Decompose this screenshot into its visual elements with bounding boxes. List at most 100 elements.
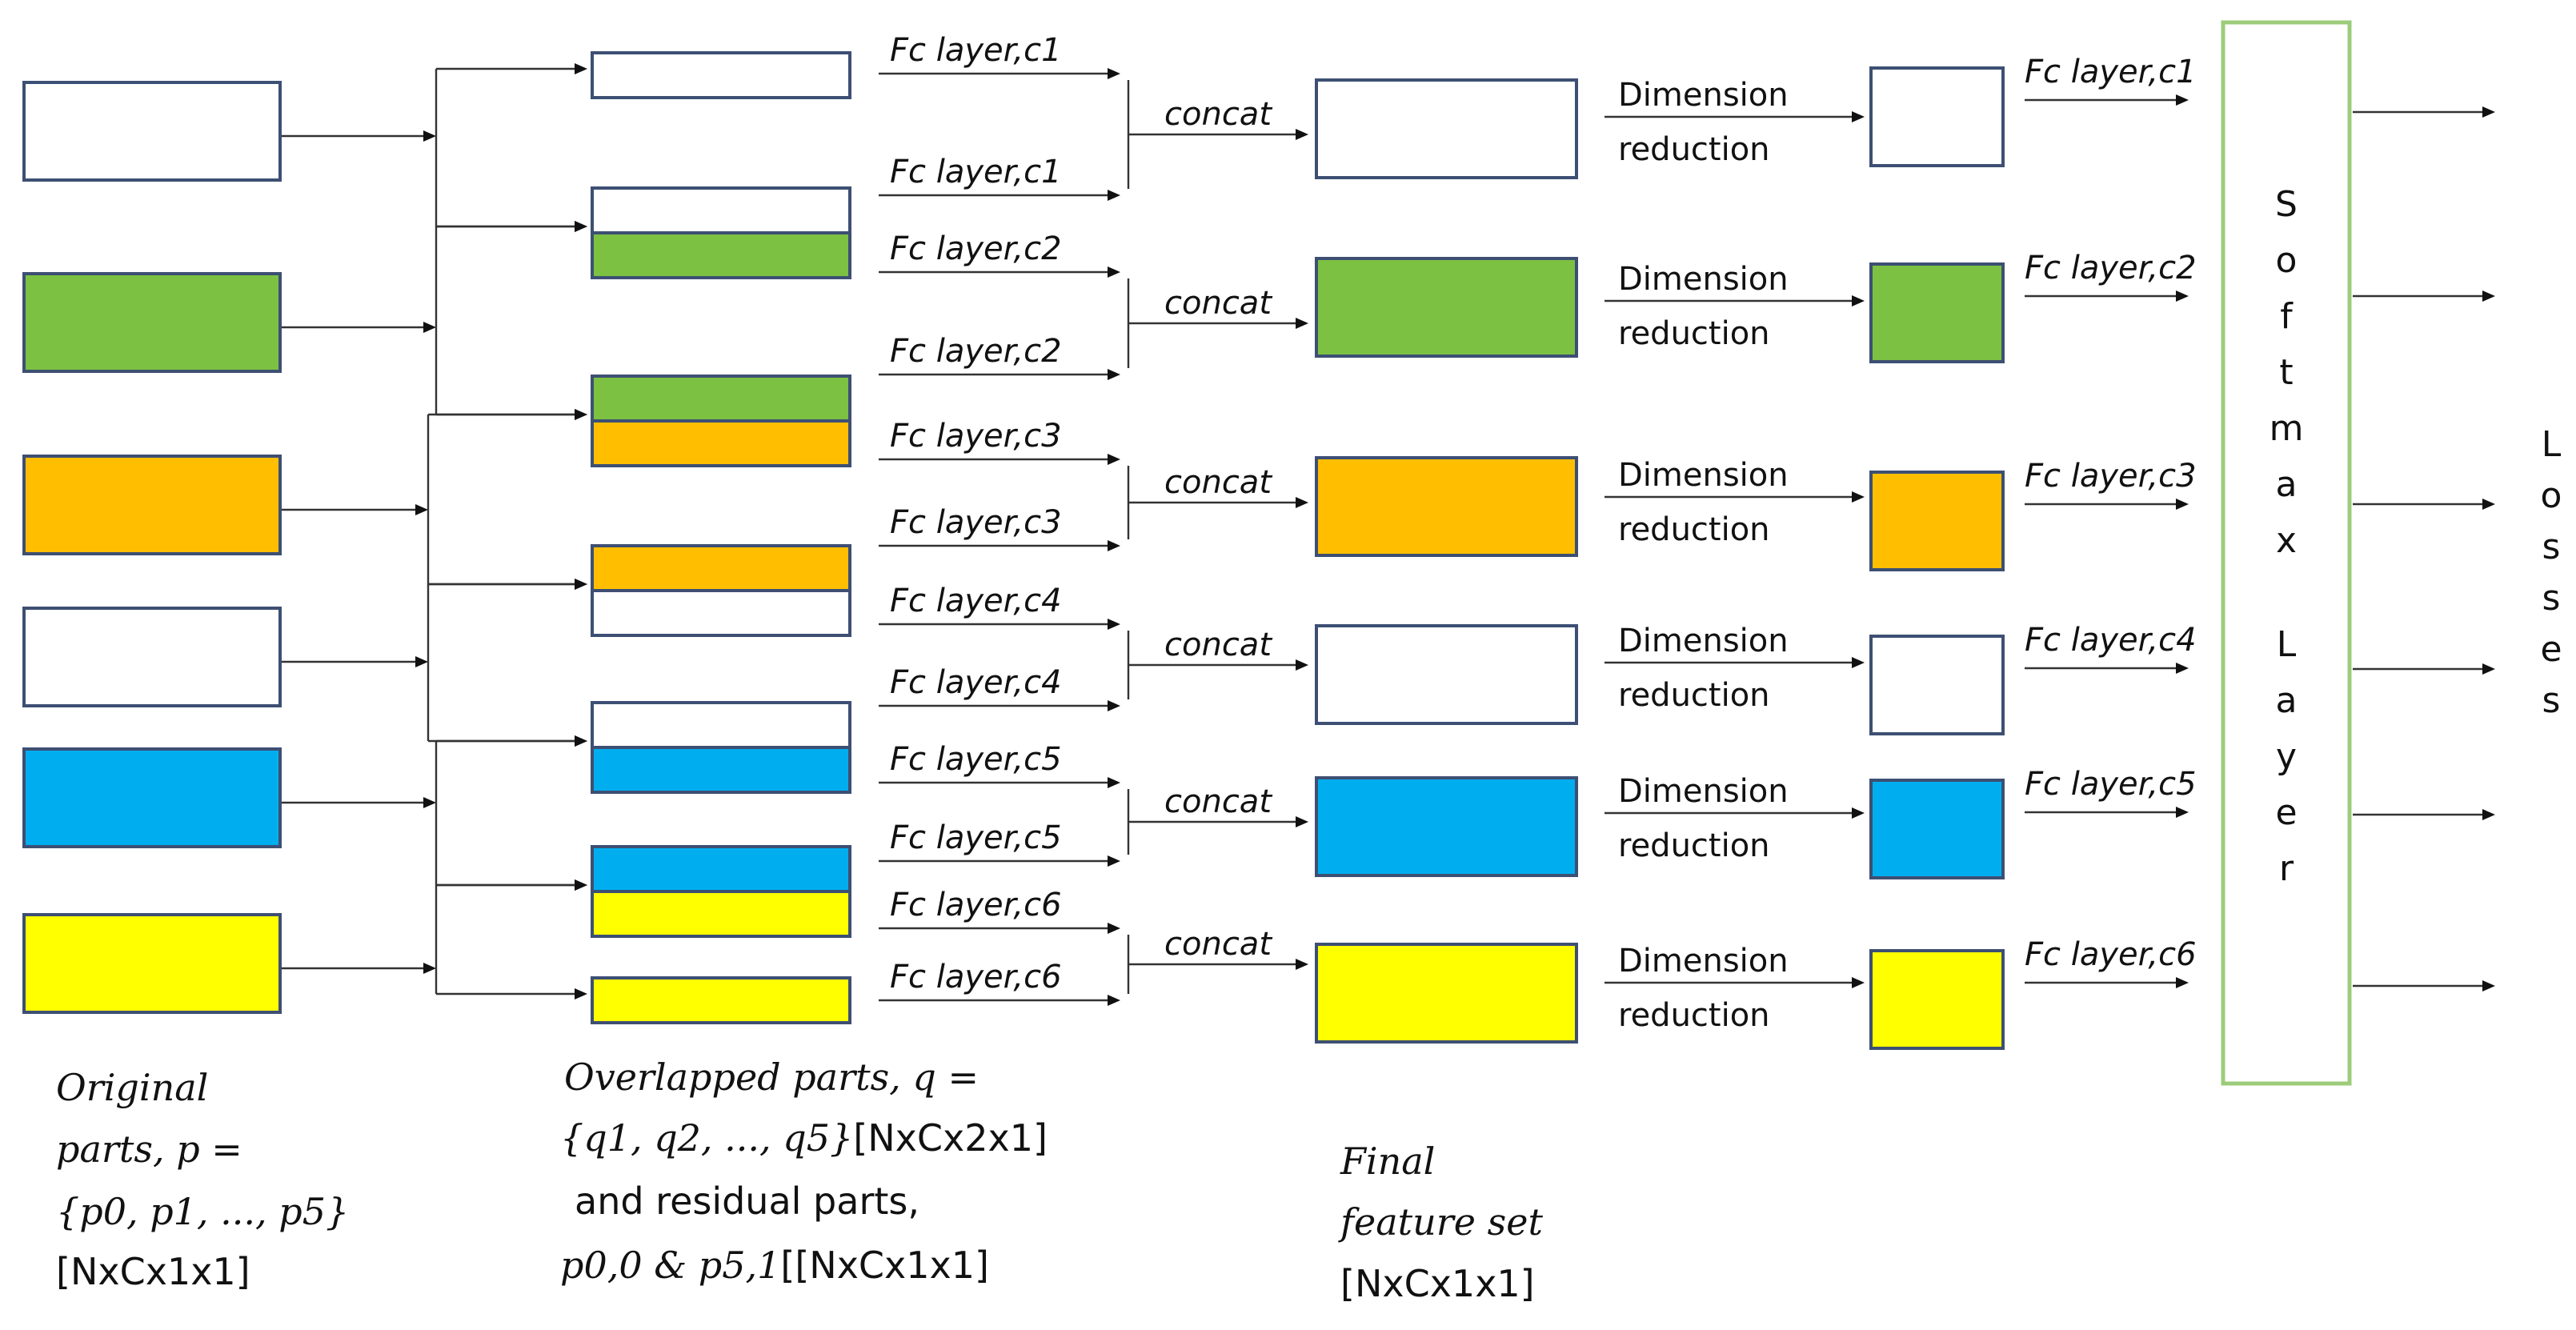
dimension-reduction-label: Dimension	[1618, 773, 1789, 810]
arrow-head-icon	[2176, 663, 2189, 674]
dimension-reduction-label: reduction	[1618, 827, 1770, 864]
dimension-reduction-label: reduction	[1618, 997, 1770, 1034]
concat-label: concat	[1164, 464, 1272, 501]
concat-label: concat	[1164, 285, 1272, 322]
reduced-feature-box	[1869, 635, 2005, 735]
softmax-letter: a	[2276, 464, 2298, 505]
overlapped-part-box	[591, 186, 851, 234]
fc-layer-label: Fc layer,c4	[890, 664, 1062, 701]
losses-letter: e	[2540, 629, 2562, 670]
arrow-head-icon	[1108, 540, 1120, 551]
final-feature-set-caption: Final feature set [NxCx1x1]	[1338, 1140, 1543, 1305]
fc-layer-label: Fc layer,c4	[890, 583, 1062, 619]
losses-letter: o	[2541, 475, 2562, 516]
caption-line: Overlapped parts, q =	[564, 1056, 979, 1099]
fc-layer-label: Fc layer,c3	[2025, 458, 2197, 495]
arrow-head-icon	[575, 409, 587, 420]
original-part-box	[22, 455, 282, 555]
arrow-head-icon	[1296, 959, 1308, 970]
final-feature-box	[1315, 456, 1578, 557]
overlapped-part-box	[591, 746, 851, 794]
fc-layer-label: Fc layer,c1	[2025, 54, 2197, 90]
final-feature-box	[1315, 776, 1578, 877]
arrow-head-icon	[575, 879, 587, 891]
caption-line: Final	[1340, 1140, 1435, 1183]
reduced-feature-box	[1869, 262, 2005, 363]
arrow-head-icon	[2176, 94, 2189, 106]
softmax-letter: t	[2279, 352, 2293, 393]
caption-line: feature set	[1338, 1200, 1543, 1244]
arrow-head-icon	[2482, 663, 2495, 675]
caption-line: {q1, q2, ..., q5}[NxCx2x1]	[560, 1116, 1048, 1160]
overlapped-part-box	[591, 544, 851, 592]
overlapped-part-box	[591, 976, 851, 1024]
arrow-head-icon	[1852, 977, 1865, 988]
layer-labels: Fc layer,c1 Fc layer,c1 concat Dimension red…	[890, 32, 2197, 1034]
softmax-letter: a	[2276, 680, 2298, 721]
arrow-head-icon	[2176, 807, 2189, 818]
softmax-letter: y	[2276, 736, 2297, 777]
arrow-head-icon	[575, 63, 587, 74]
final-feature-box	[1315, 78, 1578, 179]
arrow-head-icon	[1852, 807, 1865, 819]
caption-line: [NxCx1x1]	[56, 1250, 250, 1293]
feature-boxes	[22, 51, 2005, 1050]
softmax-letter: x	[2276, 520, 2297, 561]
arrow-head-icon	[1108, 454, 1120, 465]
arrow-head-icon	[1296, 659, 1308, 671]
arrow-head-icon	[575, 988, 587, 1000]
caption-math: p0,0 & p5,1	[560, 1244, 780, 1287]
arrow-head-icon	[423, 130, 436, 142]
fc-layer-label: Fc layer,c6	[2025, 936, 2197, 973]
arrow-head-icon	[1108, 855, 1120, 867]
softmax-layer-box	[2221, 20, 2352, 1086]
caption-line: [NxCx1x1]	[1340, 1262, 1535, 1305]
overlapped-part-box	[591, 51, 851, 99]
overlapped-parts-caption: Overlapped parts, q = {q1, q2, ..., q5}[…	[560, 1056, 1048, 1287]
arrow-head-icon	[423, 797, 436, 808]
fc-layer-label: Fc layer,c6	[890, 959, 1062, 995]
arrow-head-icon	[575, 735, 587, 747]
dimension-reduction-label: reduction	[1618, 315, 1770, 352]
fc-layer-label: Fc layer,c5	[890, 819, 1062, 856]
fc-layer-label: Fc layer,c5	[890, 741, 1062, 778]
softmax-letter: S	[2275, 184, 2298, 225]
reduced-feature-box	[1869, 471, 2005, 571]
losses-letter: L	[2542, 424, 2562, 465]
arrow-head-icon	[2482, 106, 2495, 118]
arrow-head-icon	[415, 656, 428, 667]
dimension-reduction-label: Dimension	[1618, 457, 1789, 494]
arrow-head-icon	[1108, 190, 1120, 201]
overlapped-part-box	[591, 231, 851, 279]
fc-layer-label: Fc layer,c3	[890, 418, 1062, 455]
fc-layer-label: Fc layer,c5	[2025, 766, 2197, 803]
concat-label: concat	[1164, 926, 1272, 963]
reduced-feature-box	[1869, 779, 2005, 879]
arrow-head-icon	[2482, 809, 2495, 820]
dimension-reduction-label: Dimension	[1618, 261, 1789, 298]
caption-line: Original	[56, 1066, 208, 1109]
softmax-letter: e	[2275, 792, 2297, 833]
arrow-head-icon	[415, 504, 428, 515]
arrow-head-icon	[2482, 499, 2495, 510]
dimension-reduction-label: reduction	[1618, 677, 1770, 714]
arrow-head-icon	[1108, 923, 1120, 934]
dimension-reduction-label: reduction	[1618, 131, 1770, 168]
arrow-head-icon	[1852, 657, 1865, 668]
original-parts-caption: Original parts, p = {p0, p1, ..., p5} [N…	[56, 1066, 349, 1293]
softmax-letter: o	[2276, 240, 2298, 281]
connector-lines	[282, 63, 2495, 1006]
original-part-box	[22, 81, 282, 182]
overlapped-part-box	[591, 375, 851, 423]
arrow-head-icon	[1852, 295, 1865, 306]
overlapped-part-box	[591, 845, 851, 893]
fc-layer-label: Fc layer,c2	[890, 230, 1062, 267]
softmax-letter: f	[2280, 296, 2294, 337]
softmax-letter: r	[2279, 848, 2294, 889]
overlapped-part-box	[591, 419, 851, 467]
overlapped-part-box	[591, 589, 851, 637]
arrow-head-icon	[2176, 499, 2189, 510]
caption-math: {q1, q2, ..., q5}	[560, 1116, 853, 1160]
